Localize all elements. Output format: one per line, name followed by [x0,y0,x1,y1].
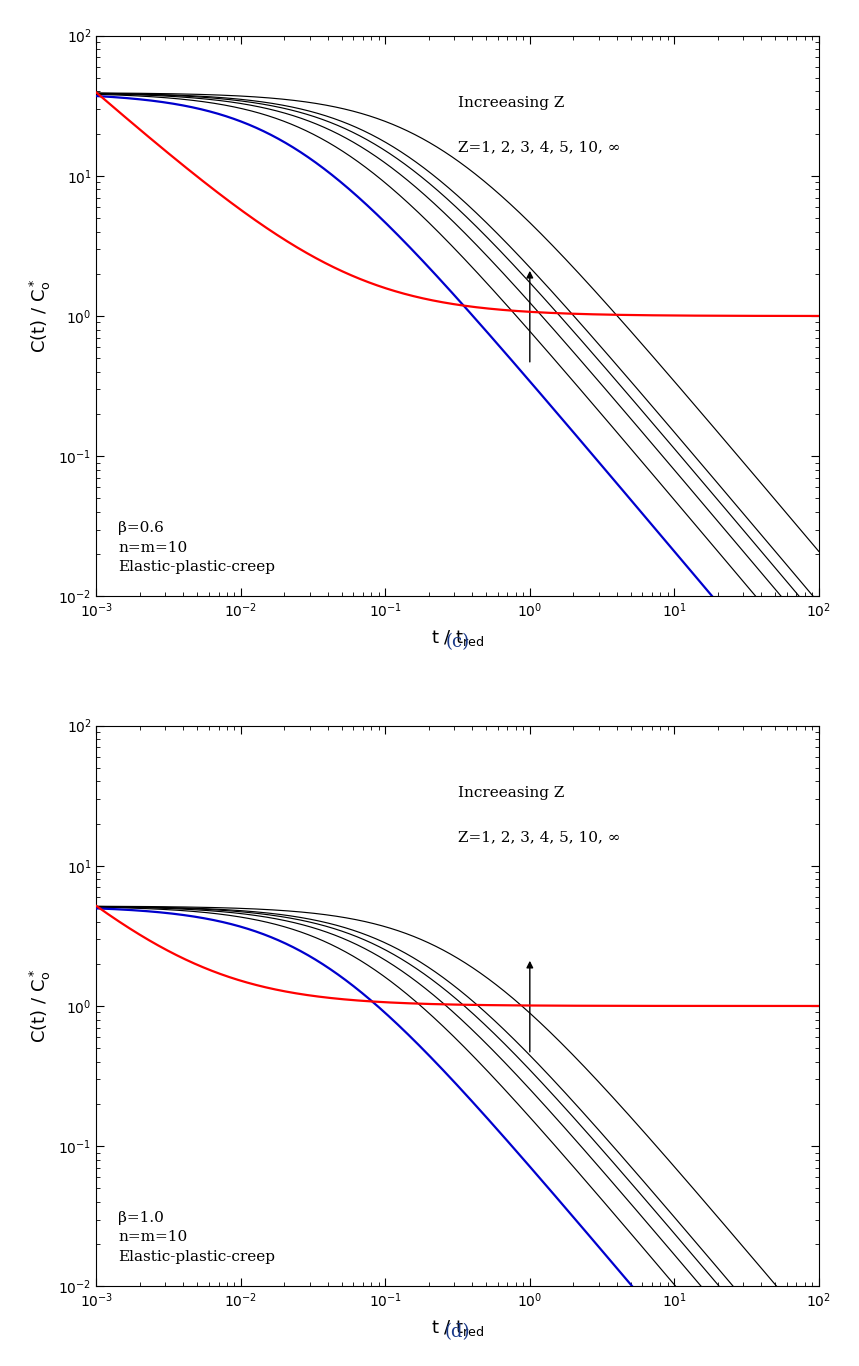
Y-axis label: C(t) / C$_\mathrm{o}^*$: C(t) / C$_\mathrm{o}^*$ [27,279,53,354]
Text: β=1.0
n=m=10
Elastic-plastic-creep: β=1.0 n=m=10 Elastic-plastic-creep [119,1212,275,1264]
Text: Z=1, 2, 3, 4, 5, 10, ∞: Z=1, 2, 3, 4, 5, 10, ∞ [458,141,620,154]
Text: (c): (c) [446,632,470,652]
X-axis label: t / t$_\mathrm{red}$: t / t$_\mathrm{red}$ [430,628,484,649]
Text: (d): (d) [445,1322,471,1341]
X-axis label: t / t$_\mathrm{red}$: t / t$_\mathrm{red}$ [430,1318,484,1339]
Text: Increeasing Z: Increeasing Z [458,96,564,109]
Y-axis label: C(t) / C$_\mathrm{o}^*$: C(t) / C$_\mathrm{o}^*$ [27,968,53,1044]
Text: Z=1, 2, 3, 4, 5, 10, ∞: Z=1, 2, 3, 4, 5, 10, ∞ [458,831,620,844]
Text: β=0.6
n=m=10
Elastic-plastic-creep: β=0.6 n=m=10 Elastic-plastic-creep [119,520,275,574]
Text: Increeasing Z: Increeasing Z [458,785,564,800]
